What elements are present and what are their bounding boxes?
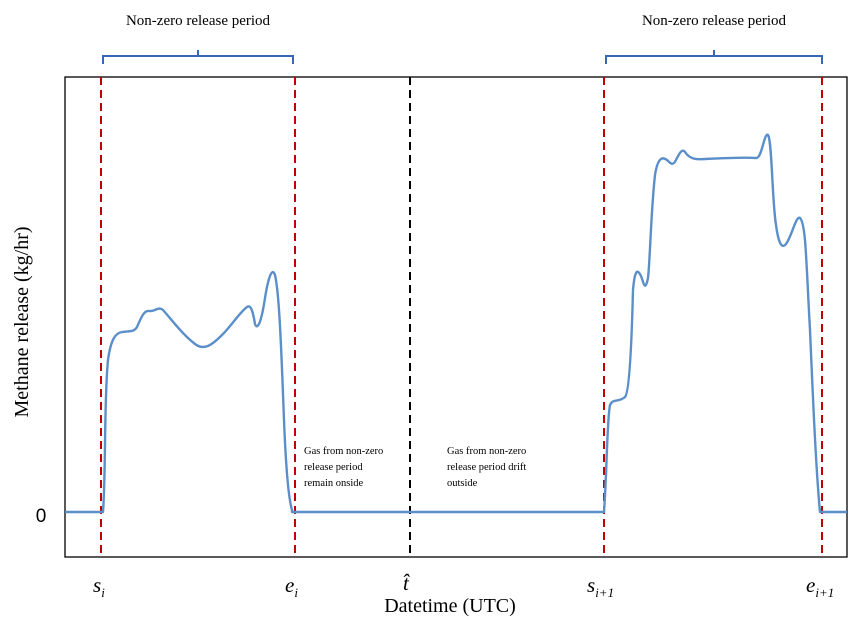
methane-release-curve [65,133,847,514]
x-tick-t-hat: t̂ [403,571,410,595]
period-label-left: Non-zero release period [126,13,271,29]
plot-frame [64,76,848,558]
x-tick-s-i: si [93,573,105,600]
x-tick-e-i: ei [285,573,298,600]
release-period-bracket-left [102,50,294,64]
annotation-remain-onside: Gas from non-zero release period remain … [304,446,386,489]
x-tick-s-i-plus-1: si+1 [587,573,614,600]
x-tick-e-i-plus-1: ei+1 [806,573,834,600]
y-tick-zero: 0 [36,506,47,527]
y-axis-label: Methane release (kg/hr) [11,226,33,417]
x-axis-label: Datetime (UTC) [384,595,516,617]
release-period-bracket-right [605,50,823,64]
period-label-right: Non-zero release period [642,13,787,29]
annotation-drift-outside: Gas from non-zero release period drift o… [447,446,529,489]
